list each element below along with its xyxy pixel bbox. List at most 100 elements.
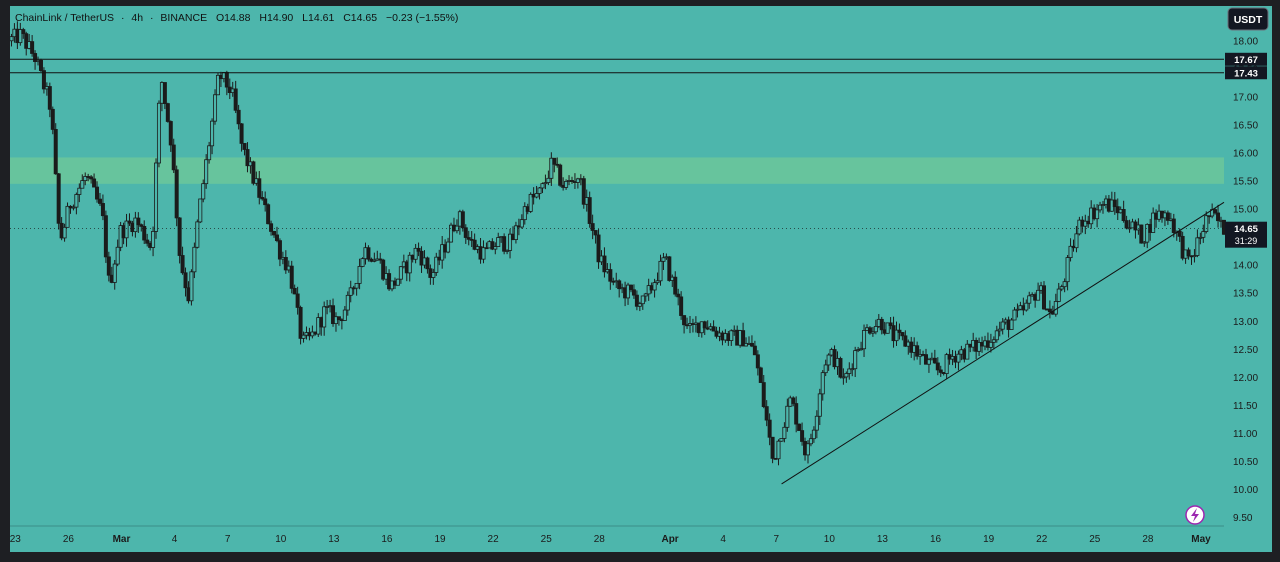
currency-button-label[interactable]: USDT [1234, 14, 1263, 26]
candle-body-down [257, 178, 262, 198]
candle [1180, 231, 1185, 261]
candle-body-up [823, 364, 828, 374]
candle-body-up [481, 247, 486, 260]
candle-body-down [676, 293, 681, 298]
candle-body-up [1056, 288, 1061, 302]
candle [466, 230, 471, 246]
price-tick-label: 16.50 [1233, 120, 1258, 131]
currency-button-bg[interactable] [1227, 7, 1269, 31]
candle [342, 306, 347, 321]
candle [770, 436, 775, 464]
candle-body-up [546, 177, 551, 183]
candle-body-up [543, 182, 548, 185]
time-axis[interactable] [10, 526, 1272, 552]
candle [932, 349, 937, 364]
candle-body-down [289, 265, 294, 289]
symbol-name[interactable]: ChainLink / TetherUS [15, 12, 114, 24]
candle-body-down [764, 406, 769, 421]
candle [741, 322, 746, 347]
candle-body-down [95, 186, 100, 200]
candle-body-down [336, 316, 341, 321]
candle-body-down [53, 129, 58, 175]
candle [1192, 249, 1197, 263]
candle-body-down [590, 223, 595, 231]
candle-body-up [74, 194, 79, 208]
candle [564, 179, 569, 190]
candle-body-down [741, 330, 746, 347]
candle-body-up [80, 180, 85, 189]
legend: ChainLink / TetherUS · 4h · BINANCE O14.… [15, 12, 458, 24]
candle [395, 278, 400, 286]
candle [333, 312, 338, 332]
candle [493, 242, 498, 255]
candle-body-up [1195, 237, 1200, 256]
candle [628, 284, 633, 293]
candle [168, 120, 173, 152]
plot-area[interactable] [10, 6, 1224, 526]
candle-body-down [41, 70, 46, 90]
candle [915, 341, 920, 360]
candle [215, 72, 220, 96]
price-axis[interactable] [1224, 6, 1272, 526]
candle [171, 138, 176, 174]
candle [1062, 278, 1067, 293]
candle [348, 280, 353, 303]
candle [791, 396, 796, 407]
candle-body-down [897, 329, 902, 333]
candle-body-up [528, 193, 533, 212]
candle [776, 439, 781, 466]
candle-body-up [1201, 231, 1206, 238]
candle-body-down [103, 215, 108, 258]
candle-body-up [626, 284, 631, 299]
candle [165, 102, 170, 123]
candle-body-down [903, 335, 908, 347]
candle [1121, 200, 1126, 223]
candle-body-down [100, 203, 105, 217]
candle [77, 183, 82, 203]
candle-body-up [215, 74, 220, 96]
interval[interactable]: 4h [131, 12, 143, 24]
price-tick-label: 13.00 [1233, 317, 1258, 328]
support-trendline[interactable] [781, 201, 1225, 485]
candle [596, 229, 601, 269]
candle-body-down [47, 86, 52, 110]
candle-body-down [139, 224, 144, 227]
candle [1127, 219, 1132, 233]
exchange: BINANCE [160, 12, 207, 24]
candle-body-down [224, 71, 229, 88]
candle-body-down [30, 41, 35, 54]
candle-body-down [1165, 212, 1170, 221]
lightning-icon[interactable] [1185, 505, 1205, 525]
candle [65, 202, 70, 228]
candle [336, 316, 341, 326]
candle [782, 422, 787, 443]
currency-button[interactable]: USDT [1227, 7, 1269, 31]
candle-body-down [472, 239, 477, 250]
candle-body-down [1041, 285, 1046, 310]
candle-body-up [1198, 236, 1203, 239]
candle [1009, 317, 1014, 330]
candle-body-down [378, 258, 383, 261]
candle [808, 433, 813, 447]
candle [1024, 299, 1029, 312]
candle-body-up [446, 241, 451, 253]
candle-body-down [142, 226, 147, 241]
time-tick-label: 28 [1142, 534, 1154, 545]
candle-body-down [145, 239, 150, 244]
candle-body-down [92, 178, 97, 188]
candle-body-up [853, 350, 858, 370]
candle [838, 356, 843, 379]
candle [446, 237, 451, 254]
candle [266, 203, 271, 225]
candle-body-up [1024, 302, 1029, 311]
candle-body-up [1142, 241, 1147, 244]
candle [272, 230, 277, 238]
candle-body-up [575, 178, 580, 183]
candle [634, 290, 639, 311]
candle [62, 223, 67, 242]
candle [534, 185, 539, 199]
candle [198, 198, 203, 224]
